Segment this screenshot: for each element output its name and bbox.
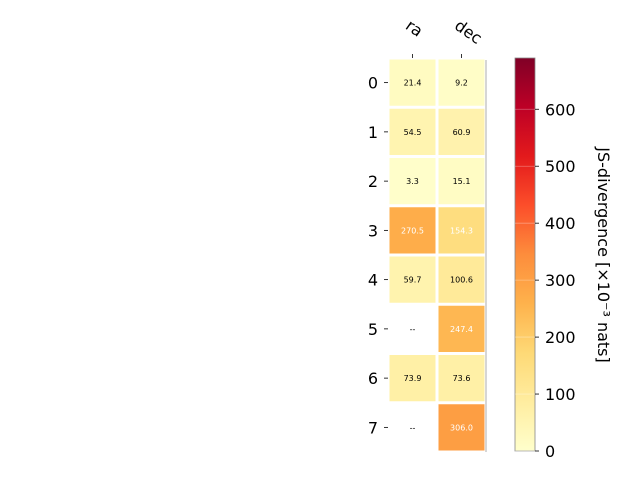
colorbar-gradient xyxy=(514,57,536,452)
heatmap-cell xyxy=(389,158,436,205)
row-tick-label: 1 xyxy=(368,123,378,142)
row-tick-label: 5 xyxy=(368,320,378,339)
heatmap-cell xyxy=(438,256,485,303)
colorbar: 0 100 200 300 400 500 600 xyxy=(514,57,576,461)
cell-value-label: 9.2 xyxy=(455,79,468,88)
heatmap-cell xyxy=(389,207,436,254)
colorbar-tick-label: 600 xyxy=(545,100,576,119)
heatmap-cell xyxy=(389,355,436,402)
colorbar-tick-label: 400 xyxy=(545,214,576,233)
heatmap-cell xyxy=(389,59,436,106)
cell-value-label: 59.7 xyxy=(404,276,422,285)
heatmap-cell xyxy=(438,59,485,106)
cell-value-label: 154.3 xyxy=(450,226,473,235)
row-tick-label: 6 xyxy=(368,369,378,388)
row-tick-label: 3 xyxy=(368,221,378,240)
row-tick-label: 7 xyxy=(368,418,378,437)
heatmap-cells: 21.4 9.2 54.5 60.9 3.3 15.1 270.5 154.3 59.7 100.… xyxy=(389,59,487,452)
heatmap-cell xyxy=(438,108,485,155)
cell-value-label: 100.6 xyxy=(450,276,473,285)
colorbar-tick-label: 200 xyxy=(545,328,576,347)
cell-value-label: 60.9 xyxy=(453,128,471,137)
cell-value-label: 270.5 xyxy=(401,226,424,235)
cell-value-label: 15.1 xyxy=(453,177,471,186)
heatmap-cell xyxy=(389,108,436,155)
colorbar-tick-label: 500 xyxy=(545,157,576,176)
column-tick-label: ra xyxy=(402,16,426,41)
row-tick-label: 2 xyxy=(368,172,378,191)
cell-value-label: 306.0 xyxy=(450,423,473,432)
cell-value-label: -- xyxy=(410,325,416,334)
heatmap-cell xyxy=(438,305,485,352)
cell-value-label: 3.3 xyxy=(406,177,419,186)
cell-value-label: -- xyxy=(410,423,416,432)
colorbar-tick-label: 0 xyxy=(545,442,555,461)
heatmap-cell xyxy=(438,355,485,402)
cell-value-label: 54.5 xyxy=(404,128,422,137)
heatmap-cell xyxy=(438,207,485,254)
colorbar-title: JS-divergence [×10⁻³ nats] xyxy=(594,146,613,362)
cell-value-label: 73.9 xyxy=(404,374,422,383)
cell-value-label: 73.6 xyxy=(453,374,471,383)
cell-value-label: 21.4 xyxy=(404,79,422,88)
heatmap-axes: 0 1 2 3 4 5 6 7 ra dec xyxy=(368,16,486,438)
cell-value-label: 247.4 xyxy=(450,325,473,334)
row-tick-label: 4 xyxy=(368,271,378,290)
colorbar-tick-label: 300 xyxy=(545,271,576,290)
colorbar-tick-label: 100 xyxy=(545,385,576,404)
row-tick-label: 0 xyxy=(368,74,378,93)
heatmap-cell xyxy=(438,158,485,205)
heatmap-cell xyxy=(438,404,485,451)
column-tick-label: dec xyxy=(451,16,485,48)
heatmap-cell xyxy=(389,256,436,303)
